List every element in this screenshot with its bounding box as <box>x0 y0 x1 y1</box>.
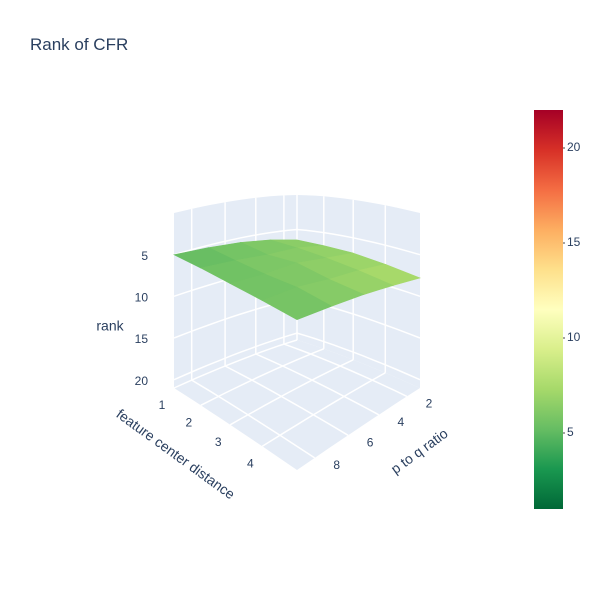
grid-line <box>283 343 408 398</box>
colorbar <box>534 110 563 509</box>
y-axis-title: p to q ratio <box>388 425 451 477</box>
colorbar-tick-label: 5 <box>567 425 574 439</box>
x-axis-title: feature center distance <box>113 406 238 503</box>
x-tick-label: 4 <box>247 456 254 470</box>
grid-line <box>173 332 298 381</box>
z-tick-label: 20 <box>135 374 149 388</box>
colorbar-tick-label: 15 <box>567 235 581 249</box>
grid-line <box>173 228 298 256</box>
z-tick-label: 15 <box>135 332 149 346</box>
grid-line <box>255 353 380 416</box>
colorbar-tick-label: 10 <box>567 330 581 344</box>
surface-patch <box>261 286 333 321</box>
z-axis-title: rank <box>96 318 124 334</box>
grid-line <box>191 379 316 459</box>
z-tick-label: 10 <box>135 291 149 305</box>
x-tick-label: 2 <box>185 415 192 429</box>
colorbar-tick-label: 20 <box>567 140 581 154</box>
y-tick-label: 6 <box>367 435 374 449</box>
grid-line <box>296 332 421 381</box>
chart-title: Rank of CFR <box>30 35 128 54</box>
grid-line <box>229 359 354 426</box>
y-tick-label: 4 <box>397 415 404 429</box>
x-tick-label: 3 <box>215 435 222 449</box>
x-tick-label: 1 <box>159 398 166 412</box>
grid-line <box>224 365 349 436</box>
grid-line <box>173 339 298 389</box>
grid-line <box>261 372 386 447</box>
grid-line <box>296 228 421 256</box>
y-tick-label: 2 <box>426 397 433 411</box>
grid-line <box>200 348 325 406</box>
z-tick-label: 5 <box>141 249 148 263</box>
y-tick-label: 8 <box>333 458 340 472</box>
